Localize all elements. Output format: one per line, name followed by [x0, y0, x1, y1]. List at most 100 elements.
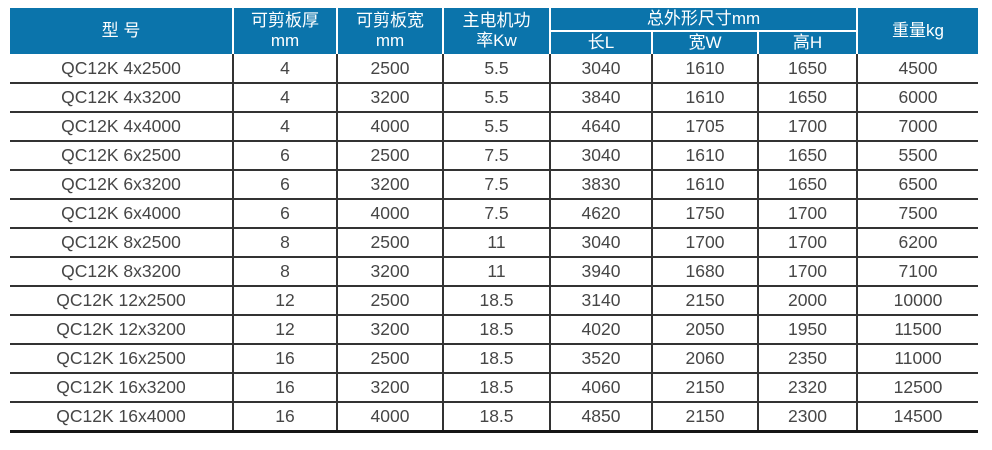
cell-dim-width: 1610	[651, 83, 758, 114]
cell-dim-width: 2150	[651, 286, 758, 317]
cell-weight-kg: 6200	[856, 228, 979, 259]
cell-dim-width: 1610	[651, 54, 758, 85]
cell-dim-width: 2150	[651, 402, 758, 433]
cell-model: QC12K 16x2500	[10, 344, 233, 375]
cell-thickness-mm: 6	[232, 199, 337, 230]
cell-model: QC12K 12x2500	[10, 286, 233, 317]
header-shear-thickness: 可剪板厚 mm	[232, 8, 337, 55]
cell-model: QC12K 4x2500	[10, 54, 233, 85]
cell-power-kw: 11	[442, 257, 550, 288]
cell-power-kw: 7.5	[442, 170, 550, 201]
table-row: QC12K 6x4000 6 4000 7.5 4620 1750 1700 7500	[10, 199, 979, 230]
cell-dim-width: 1610	[651, 170, 758, 201]
cell-model: QC12K 6x2500	[10, 141, 233, 172]
cell-model: QC12K 6x4000	[10, 199, 233, 230]
header-dim-width: 宽W	[651, 31, 758, 55]
cell-width-mm: 3200	[336, 170, 443, 201]
cell-dim-height: 2300	[756, 402, 858, 433]
cell-dim-width: 2150	[651, 373, 758, 404]
cell-dim-length: 3040	[549, 228, 652, 259]
cell-width-mm: 4000	[336, 402, 443, 433]
table-row: QC12K 6x3200 6 3200 7.5 3830 1610 1650 6500	[10, 170, 979, 201]
cell-dim-width: 1750	[651, 199, 758, 230]
cell-weight-kg: 10000	[856, 286, 979, 317]
cell-width-mm: 2500	[336, 344, 443, 375]
cell-thickness-mm: 4	[232, 54, 337, 85]
cell-dim-length: 3140	[549, 286, 652, 317]
cell-thickness-mm: 12	[232, 315, 337, 346]
cell-weight-kg: 7000	[856, 112, 979, 143]
cell-power-kw: 11	[442, 228, 550, 259]
cell-dim-length: 3520	[549, 344, 652, 375]
cell-model: QC12K 8x3200	[10, 257, 233, 288]
cell-model: QC12K 12x3200	[10, 315, 233, 346]
cell-thickness-mm: 16	[232, 344, 337, 375]
cell-thickness-mm: 8	[232, 228, 337, 259]
cell-dim-width: 1610	[651, 141, 758, 172]
cell-width-mm: 2500	[336, 286, 443, 317]
cell-power-kw: 18.5	[442, 373, 550, 404]
cell-model: QC12K 8x2500	[10, 228, 233, 259]
header-model: 型 号	[10, 8, 233, 55]
table-row: QC12K 8x3200 8 3200 11 3940 1680 1700 7100	[10, 257, 979, 288]
header-shear-thickness-unit: mm	[270, 31, 300, 51]
cell-width-mm: 2500	[336, 54, 443, 85]
cell-width-mm: 3200	[336, 373, 443, 404]
cell-dim-length: 3040	[549, 141, 652, 172]
cell-dim-height: 1950	[756, 315, 858, 346]
cell-power-kw: 18.5	[442, 402, 550, 433]
cell-weight-kg: 7500	[856, 199, 979, 230]
header-weight: 重量kg	[856, 8, 979, 55]
cell-power-kw: 5.5	[442, 112, 550, 143]
table-row: QC12K 4x3200 4 3200 5.5 3840 1610 1650 6000	[10, 83, 979, 114]
cell-power-kw: 5.5	[442, 83, 550, 114]
cell-dim-length: 3940	[549, 257, 652, 288]
cell-weight-kg: 11500	[856, 315, 979, 346]
header-dimensions-group: 总外形尺寸mm	[548, 8, 858, 33]
cell-width-mm: 4000	[336, 112, 443, 143]
table-row: QC12K 12x3200 12 3200 18.5 4020 2050 1950 11500	[10, 315, 979, 346]
cell-model: QC12K 4x4000	[10, 112, 233, 143]
header-dim-height: 高H	[756, 31, 858, 55]
cell-dim-length: 4020	[549, 315, 652, 346]
cell-dim-height: 1700	[756, 199, 858, 230]
cell-thickness-mm: 16	[232, 373, 337, 404]
cell-dim-length: 3830	[549, 170, 652, 201]
header-shear-width-unit: mm	[375, 31, 405, 51]
cell-width-mm: 3200	[336, 315, 443, 346]
cell-power-kw: 18.5	[442, 286, 550, 317]
cell-model: QC12K 16x3200	[10, 373, 233, 404]
cell-dim-width: 1700	[651, 228, 758, 259]
cell-power-kw: 18.5	[442, 315, 550, 346]
cell-model: QC12K 16x4000	[10, 402, 233, 433]
cell-thickness-mm: 4	[232, 112, 337, 143]
header-motor-power: 主电机功 率Kw	[442, 8, 550, 55]
table-row: QC12K 16x3200 16 3200 18.5 4060 2150 2320 12500	[10, 373, 979, 404]
cell-power-kw: 18.5	[442, 344, 550, 375]
cell-width-mm: 2500	[336, 141, 443, 172]
cell-thickness-mm: 6	[232, 170, 337, 201]
cell-dim-length: 4640	[549, 112, 652, 143]
header-motor-power-line1: 主电机功	[462, 11, 531, 30]
header-shear-width: 可剪板宽 mm	[336, 8, 443, 55]
cell-width-mm: 3200	[336, 83, 443, 114]
cell-dim-width: 2060	[651, 344, 758, 375]
cell-weight-kg: 5500	[856, 141, 979, 172]
table-row: QC12K 4x2500 4 2500 5.5 3040 1610 1650 4500	[10, 54, 979, 85]
cell-thickness-mm: 12	[232, 286, 337, 317]
cell-power-kw: 5.5	[442, 54, 550, 85]
cell-weight-kg: 7100	[856, 257, 979, 288]
cell-dim-width: 2050	[651, 315, 758, 346]
table-row: QC12K 16x4000 16 4000 18.5 4850 2150 2300 14500	[10, 402, 979, 433]
spec-table: 型 号 可剪板厚 mm 可剪板宽 mm 主电机功 率Kw 总外形尺寸mm 重量k…	[10, 8, 979, 433]
header-shear-width-line1: 可剪板宽	[356, 11, 424, 30]
cell-dim-height: 2000	[756, 286, 858, 317]
table-row: QC12K 12x2500 12 2500 18.5 3140 2150 2000 10000	[10, 286, 979, 317]
cell-dim-height: 1650	[756, 170, 858, 201]
cell-weight-kg: 11000	[856, 344, 979, 375]
cell-thickness-mm: 16	[232, 402, 337, 433]
header-dim-length: 长L	[549, 31, 652, 55]
cell-dim-length: 3040	[549, 54, 652, 85]
cell-power-kw: 7.5	[442, 141, 550, 172]
